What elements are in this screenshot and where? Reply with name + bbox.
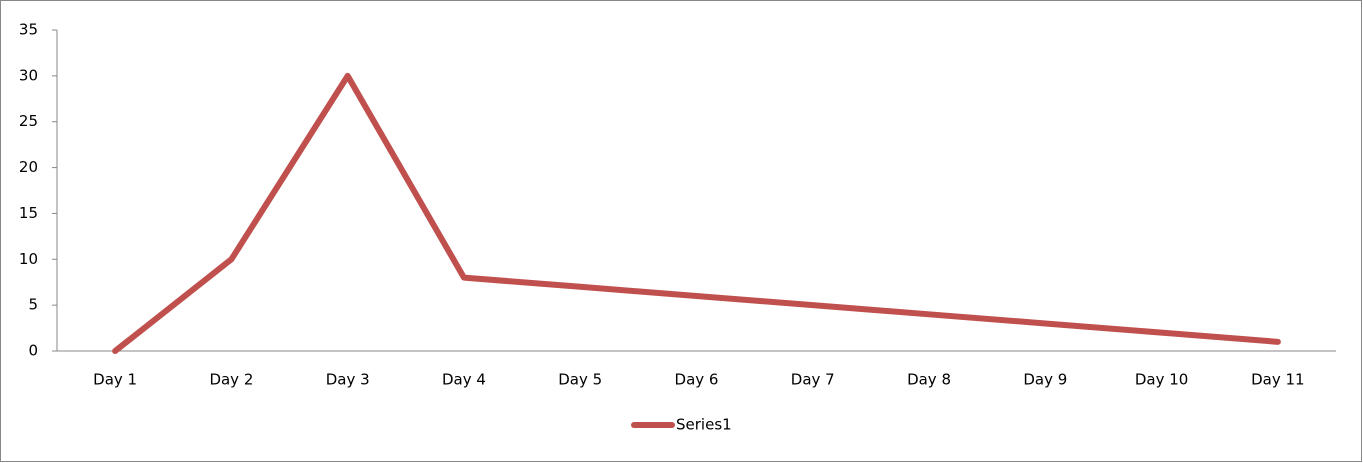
y-tick-label: 0 [28, 342, 38, 360]
y-tick-label: 25 [19, 112, 38, 130]
x-tick-label: Day 11 [1251, 371, 1304, 389]
y-tick-label: 10 [19, 250, 38, 268]
x-tick-label: Day 1 [93, 371, 137, 389]
x-tick-label: Day 2 [209, 371, 253, 389]
line-series [112, 72, 1281, 354]
x-tick-label: Day 8 [907, 371, 951, 389]
x-tick-label: Day 3 [326, 371, 370, 389]
y-tick-label: 15 [19, 204, 38, 222]
x-tick-label: Day 5 [558, 371, 602, 389]
x-tick-label: Day 6 [675, 371, 719, 389]
y-tick-label: 5 [28, 296, 38, 314]
x-tick-label: Day 9 [1023, 371, 1067, 389]
y-tick-label: 35 [19, 21, 38, 39]
legend-label: Series1 [676, 416, 732, 434]
x-tick-label: Day 7 [791, 371, 835, 389]
x-tick-label: Day 4 [442, 371, 486, 389]
y-tick-label: 20 [19, 158, 38, 176]
y-tick-label: 30 [19, 66, 38, 84]
x-tick-label: Day 10 [1135, 371, 1188, 389]
